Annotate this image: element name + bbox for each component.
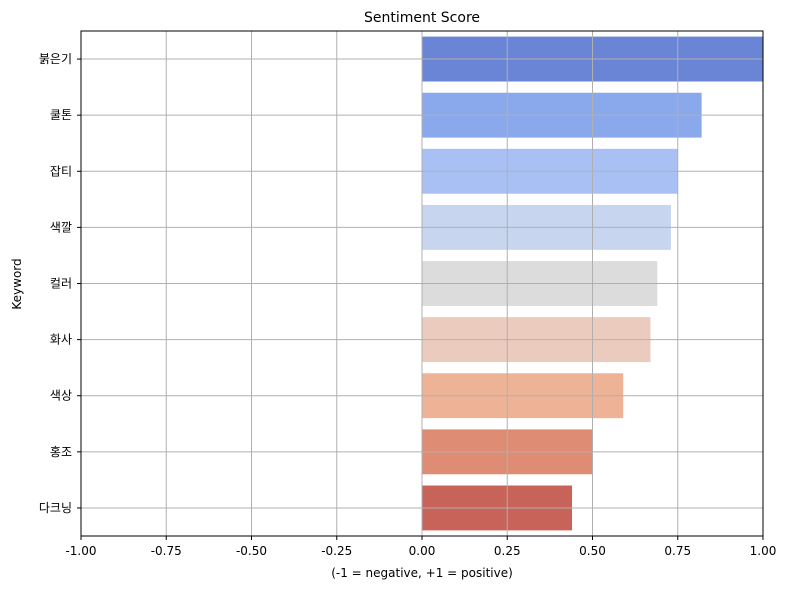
y-tick-label: 화사 bbox=[50, 333, 72, 347]
x-tick-label: -0.25 bbox=[321, 544, 352, 558]
y-tick-label: 색깔 bbox=[50, 220, 72, 234]
y-tick-label: 잡티 bbox=[50, 164, 72, 178]
x-tick-label: 0.00 bbox=[409, 544, 436, 558]
chart-title: Sentiment Score bbox=[364, 10, 480, 26]
y-axis-label: Keyword bbox=[10, 258, 24, 309]
x-axis-label: (-1 = negative, +1 = positive) bbox=[331, 566, 513, 580]
y-tick-label: 다크닝 bbox=[39, 501, 72, 515]
y-tick-label: 쿨톤 bbox=[50, 108, 72, 122]
x-tick-label: 0.75 bbox=[664, 544, 691, 558]
x-tick-label: -0.75 bbox=[151, 544, 182, 558]
x-tick-labels: -1.00 -0.75 -0.50 -0.25 0.00 0.25 0.50 0.75 1.00 bbox=[65, 536, 776, 558]
x-tick-label: 0.50 bbox=[579, 544, 606, 558]
y-tick-label: 색상 bbox=[50, 389, 72, 403]
x-tick-label: -1.00 bbox=[65, 544, 96, 558]
x-tick-label: 0.25 bbox=[494, 544, 521, 558]
y-tick-label: 붉은기 bbox=[39, 52, 72, 66]
y-tick-label: 홍조 bbox=[50, 445, 72, 459]
y-tick-label: 컬러 bbox=[50, 277, 72, 291]
grid bbox=[80, 31, 764, 536]
x-tick-label: -0.50 bbox=[236, 544, 267, 558]
x-tick-label: 1.00 bbox=[750, 544, 777, 558]
